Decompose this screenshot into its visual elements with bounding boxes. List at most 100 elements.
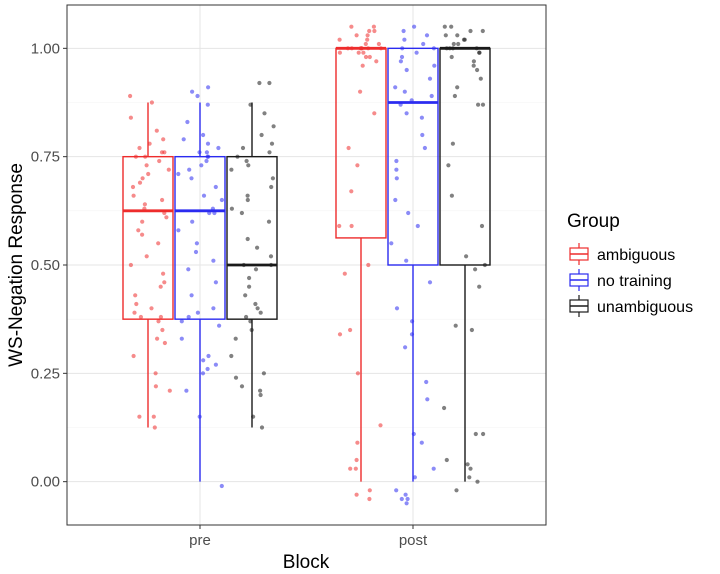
data-point (267, 80, 272, 86)
data-point (353, 466, 358, 471)
data-point (137, 414, 142, 419)
data-point (402, 89, 407, 94)
data-point (128, 262, 133, 268)
data-point (402, 37, 407, 42)
data-point (144, 254, 149, 259)
data-point (157, 158, 162, 164)
data-point (355, 163, 360, 168)
data-point (255, 306, 260, 311)
data-point (187, 167, 192, 172)
data-point (399, 496, 404, 502)
data-point (140, 176, 145, 181)
data-point (138, 314, 143, 320)
data-point (201, 193, 207, 198)
data-point (155, 336, 160, 341)
data-point (415, 223, 420, 229)
data-point (128, 115, 133, 120)
box-iqr (226, 155, 278, 320)
data-point (213, 280, 218, 285)
data-point (140, 232, 145, 237)
box-no-training-pre (174, 102, 226, 482)
data-point (160, 197, 165, 203)
data-point (259, 132, 264, 138)
data-point (184, 388, 189, 393)
data-point (190, 89, 195, 94)
x-tick-label: post (399, 532, 428, 549)
data-point (262, 111, 267, 116)
data-point (161, 137, 166, 142)
data-point (354, 457, 359, 463)
data-point (240, 145, 246, 151)
data-point (239, 210, 244, 216)
data-point (206, 353, 211, 359)
data-point (195, 310, 200, 315)
data-point (419, 440, 424, 445)
legend-item-unambiguous: unambiguous (569, 295, 693, 317)
data-point (478, 76, 483, 81)
data-point (358, 89, 363, 94)
data-point (128, 93, 133, 99)
data-point (366, 262, 371, 268)
data-point (132, 310, 137, 315)
data-point (442, 24, 447, 29)
data-point (193, 249, 199, 255)
data-point (269, 184, 274, 190)
data-point (131, 353, 136, 359)
legend-item-no-training: no training (569, 269, 672, 291)
data-point (414, 50, 419, 55)
data-point (389, 241, 394, 246)
data-point (269, 141, 275, 146)
data-point (189, 293, 194, 298)
data-point (190, 219, 195, 224)
data-point (213, 362, 218, 367)
data-point (131, 193, 136, 198)
data-point (337, 223, 342, 229)
data-point (217, 323, 222, 328)
data-point (211, 306, 216, 311)
data-point (453, 323, 458, 328)
data-point (367, 28, 372, 34)
data-point (337, 37, 342, 42)
data-point (199, 163, 204, 168)
data-point (137, 180, 143, 185)
data-point (367, 496, 372, 502)
data-point (245, 236, 250, 242)
data-point (162, 280, 167, 285)
data-point (450, 141, 455, 146)
data-point (403, 345, 408, 350)
data-point (158, 284, 163, 289)
y-axis: 0.00 0.25 0.50 0.75 1.00 (31, 40, 67, 491)
data-point (233, 375, 239, 380)
data-point (239, 384, 245, 389)
data-point (424, 379, 429, 385)
data-point (229, 353, 234, 359)
data-point (164, 215, 169, 220)
y-tick-label: 0.50 (31, 257, 60, 274)
data-point (271, 124, 276, 129)
data-point (356, 50, 361, 55)
data-point (255, 245, 260, 250)
box-glyphs (122, 46, 491, 482)
data-point (337, 332, 343, 337)
data-point (189, 176, 194, 181)
data-point (365, 33, 370, 38)
data-point (480, 102, 486, 107)
data-point (185, 119, 190, 125)
data-point (471, 63, 476, 68)
box-no-training-post (387, 47, 439, 482)
data-point (398, 59, 403, 64)
data-point (247, 275, 252, 281)
data-point (149, 306, 154, 311)
data-point (399, 54, 405, 60)
data-point (404, 67, 409, 73)
data-point (200, 371, 206, 376)
data-point (412, 475, 417, 480)
box-iqr (387, 47, 439, 266)
box-unambiguous-post (439, 46, 491, 482)
data-point (394, 158, 399, 164)
data-point (405, 496, 410, 502)
data-point (267, 150, 272, 155)
data-point (393, 197, 398, 203)
data-point (349, 24, 354, 29)
